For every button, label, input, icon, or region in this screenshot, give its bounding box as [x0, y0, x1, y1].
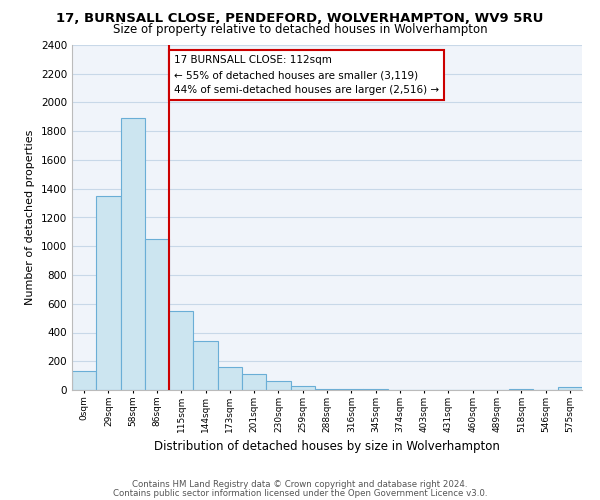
Bar [266, 382, 290, 390]
Bar [193, 341, 218, 390]
Text: 17, BURNSALL CLOSE, PENDEFORD, WOLVERHAMPTON, WV9 5RU: 17, BURNSALL CLOSE, PENDEFORD, WOLVERHAM… [56, 12, 544, 26]
Bar [96, 196, 121, 390]
Bar [169, 311, 193, 390]
Text: Size of property relative to detached houses in Wolverhampton: Size of property relative to detached ho… [113, 22, 487, 36]
Bar [242, 374, 266, 390]
Y-axis label: Number of detached properties: Number of detached properties [25, 130, 35, 305]
X-axis label: Distribution of detached houses by size in Wolverhampton: Distribution of detached houses by size … [154, 440, 500, 454]
Bar [290, 386, 315, 390]
Text: Contains public sector information licensed under the Open Government Licence v3: Contains public sector information licen… [113, 488, 487, 498]
Bar [145, 239, 169, 390]
Bar [315, 388, 339, 390]
Bar [558, 387, 582, 390]
Text: 17 BURNSALL CLOSE: 112sqm
← 55% of detached houses are smaller (3,119)
44% of se: 17 BURNSALL CLOSE: 112sqm ← 55% of detac… [174, 56, 439, 95]
Bar [121, 118, 145, 390]
Bar [218, 367, 242, 390]
Text: Contains HM Land Registry data © Crown copyright and database right 2024.: Contains HM Land Registry data © Crown c… [132, 480, 468, 489]
Bar [72, 372, 96, 390]
